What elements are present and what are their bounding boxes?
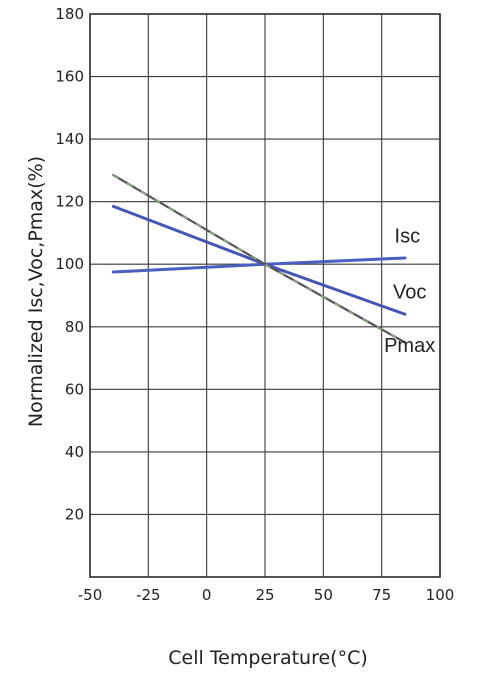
y-tick-labels: 20 40 60 80 100 120 140 160 180 <box>55 5 84 523</box>
series-labels: Isc Voc Pmax <box>384 225 435 356</box>
series-line-pmax <box>112 173 407 344</box>
x-tick-label: 25 <box>255 586 274 604</box>
x-tick-label: -25 <box>136 586 161 604</box>
y-tick-label: 160 <box>55 68 84 86</box>
series-lines <box>111 173 407 344</box>
y-tick-label: 180 <box>55 5 84 23</box>
y-tick-label: 140 <box>55 130 84 148</box>
x-tick-label: 100 <box>426 586 455 604</box>
x-tick-label: 75 <box>372 586 391 604</box>
x-tick-label: -50 <box>78 586 103 604</box>
series-label-voc: Voc <box>393 282 426 304</box>
series-label-isc: Isc <box>395 225 421 247</box>
x-tick-labels: -50 -25 0 25 50 75 100 <box>78 586 455 604</box>
y-tick-label: 100 <box>55 255 84 273</box>
y-axis-title: Normalized Isc,Voc,Pmax(%) <box>25 156 47 427</box>
y-tick-label: 80 <box>65 318 84 336</box>
y-tick-label: 60 <box>65 380 84 398</box>
y-tick-label: 20 <box>65 505 84 523</box>
x-tick-label: 50 <box>314 586 333 604</box>
plot-frame <box>89 13 441 578</box>
grid <box>89 13 441 577</box>
series-label-pmax: Pmax <box>384 335 435 357</box>
x-tick-label: 0 <box>202 586 212 604</box>
x-axis-title: Cell Temperature(°C) <box>168 647 368 669</box>
y-tick-label: 120 <box>55 193 84 211</box>
y-tick-label: 40 <box>65 443 84 461</box>
